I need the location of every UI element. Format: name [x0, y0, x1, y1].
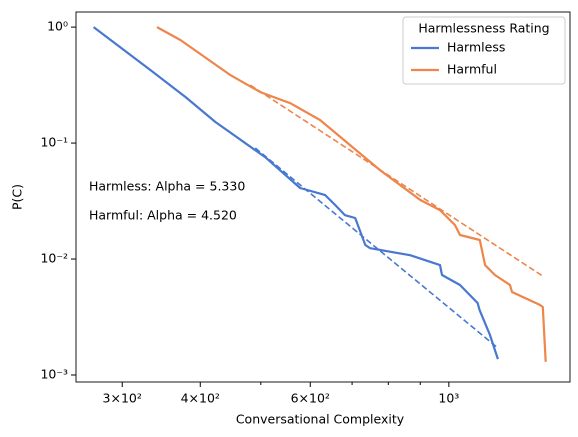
fit-line: [249, 84, 544, 277]
fit-line: [254, 147, 499, 349]
y-tick-label: 10⁻²: [40, 251, 68, 266]
legend-box: [402, 16, 566, 85]
y-tick-label: 10⁰: [47, 19, 68, 34]
legend-title: Harmlessness Rating: [418, 21, 549, 36]
plot-frame: [75, 11, 571, 383]
x-tick-label: 3×10²: [103, 391, 142, 406]
y-tick-label: 10⁻³: [40, 366, 68, 381]
annotation: Harmful: Alpha = 4.520: [89, 208, 237, 223]
annotation: Harmless: Alpha = 5.330: [89, 179, 245, 194]
x-tick-label: 4×10²: [181, 391, 220, 406]
legend-label: Harmless: [447, 40, 505, 55]
data-line: [92, 26, 499, 360]
data-line: [156, 26, 547, 362]
y-tick-label: 10⁻¹: [40, 135, 68, 150]
x-axis-label: Conversational Complexity: [236, 412, 405, 427]
y-axis-label: P(C): [10, 184, 25, 210]
legend-label: Harmful: [447, 62, 497, 77]
x-tick-label: 10³: [438, 391, 459, 406]
x-tick-label: 6×10²: [291, 391, 330, 406]
